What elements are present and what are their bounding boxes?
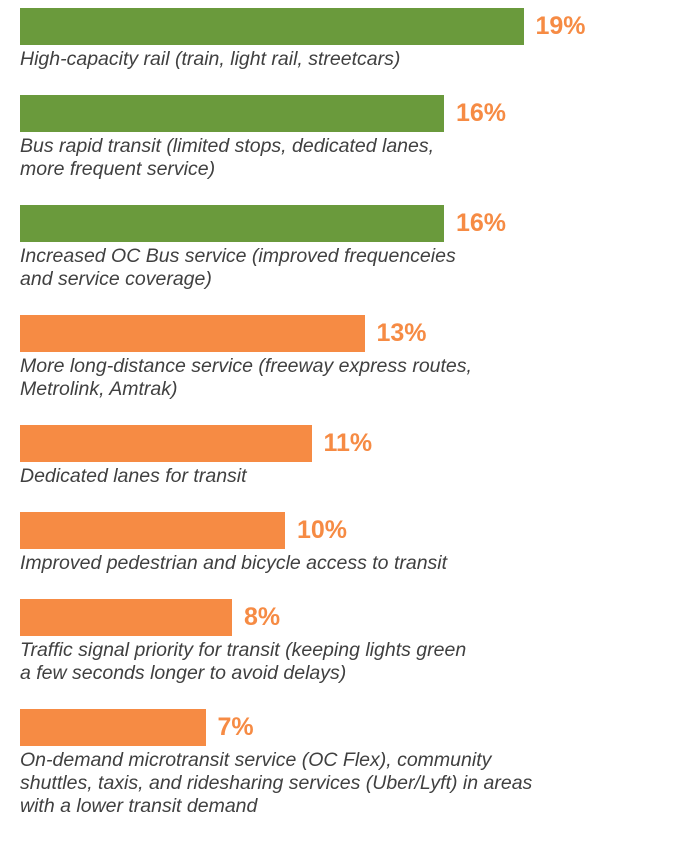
category-label: Traffic signal priority for transit (kee… bbox=[20, 639, 679, 685]
bar bbox=[20, 599, 232, 636]
bar-row: 11% bbox=[20, 425, 679, 462]
category-line: more frequent service) bbox=[20, 158, 216, 180]
bar-row: 16% bbox=[20, 95, 679, 132]
bar bbox=[20, 315, 365, 352]
category-line: Dedicated lanes for transit bbox=[20, 465, 247, 487]
bar-row: 13% bbox=[20, 315, 679, 352]
category-line: shuttles, taxis, and ridesharing service… bbox=[20, 772, 533, 794]
bar-item: 13% More long-distance service (freeway e… bbox=[20, 315, 679, 401]
bar-row: 8% bbox=[20, 599, 679, 636]
category-label: On-demand microtransit service (OC Flex)… bbox=[20, 749, 679, 818]
bar-item: 16% Bus rapid transit (limited stops, ded… bbox=[20, 95, 679, 181]
category-label: Increased OC Bus service (improved frequ… bbox=[20, 245, 679, 291]
value-label: 19% bbox=[535, 12, 586, 40]
bar-item: 7% On-demand microtransit service (OC Fle… bbox=[20, 709, 679, 818]
value-label: 11% bbox=[323, 429, 373, 457]
bar-row: 16% bbox=[20, 205, 679, 242]
bar bbox=[20, 709, 206, 746]
category-line: Bus rapid transit (limited stops, dedica… bbox=[20, 135, 435, 157]
category-label: Bus rapid transit (limited stops, dedica… bbox=[20, 135, 679, 181]
category-label: Dedicated lanes for transit bbox=[20, 465, 679, 488]
value-label: 7% bbox=[217, 713, 254, 741]
bar bbox=[20, 8, 524, 45]
bar-row: 19% bbox=[20, 8, 679, 45]
category-line: Traffic signal priority for transit (kee… bbox=[20, 639, 467, 661]
bar bbox=[20, 205, 444, 242]
category-line: On-demand microtransit service (OC Flex)… bbox=[20, 749, 492, 771]
category-line: with a lower transit demand bbox=[20, 795, 258, 817]
value-label: 10% bbox=[297, 516, 348, 544]
category-line: Metrolink, Amtrak) bbox=[20, 378, 178, 400]
bar bbox=[20, 512, 285, 549]
bar-row: 7% bbox=[20, 709, 679, 746]
category-label: More long-distance service (freeway expr… bbox=[20, 355, 679, 401]
category-line: More long-distance service (freeway expr… bbox=[20, 355, 472, 377]
bar bbox=[20, 95, 444, 132]
bar bbox=[20, 425, 312, 462]
category-line: Increased OC Bus service (improved frequ… bbox=[20, 245, 456, 267]
category-line: Improved pedestrian and bicycle access t… bbox=[20, 552, 448, 574]
bar-item: 19% High-capacity rail (train, light rail… bbox=[20, 8, 679, 71]
value-label: 16% bbox=[456, 209, 507, 237]
category-label: Improved pedestrian and bicycle access t… bbox=[20, 552, 679, 575]
category-line: High-capacity rail (train, light rail, s… bbox=[20, 48, 401, 70]
bar-item: 11% Dedicated lanes for transit bbox=[20, 425, 679, 488]
value-label: 13% bbox=[376, 319, 427, 347]
value-label: 8% bbox=[244, 603, 281, 631]
value-label: 16% bbox=[456, 99, 507, 127]
bar-item: 16% Increased OC Bus service (improved fr… bbox=[20, 205, 679, 291]
category-line: and service coverage) bbox=[20, 268, 212, 290]
category-line: a few seconds longer to avoid delays) bbox=[20, 662, 347, 684]
bar-item: 8% Traffic signal priority for transit (k… bbox=[20, 599, 679, 685]
bar-row: 10% bbox=[20, 512, 679, 549]
bar-item: 10% Improved pedestrian and bicycle acces… bbox=[20, 512, 679, 575]
category-label: High-capacity rail (train, light rail, s… bbox=[20, 48, 679, 71]
